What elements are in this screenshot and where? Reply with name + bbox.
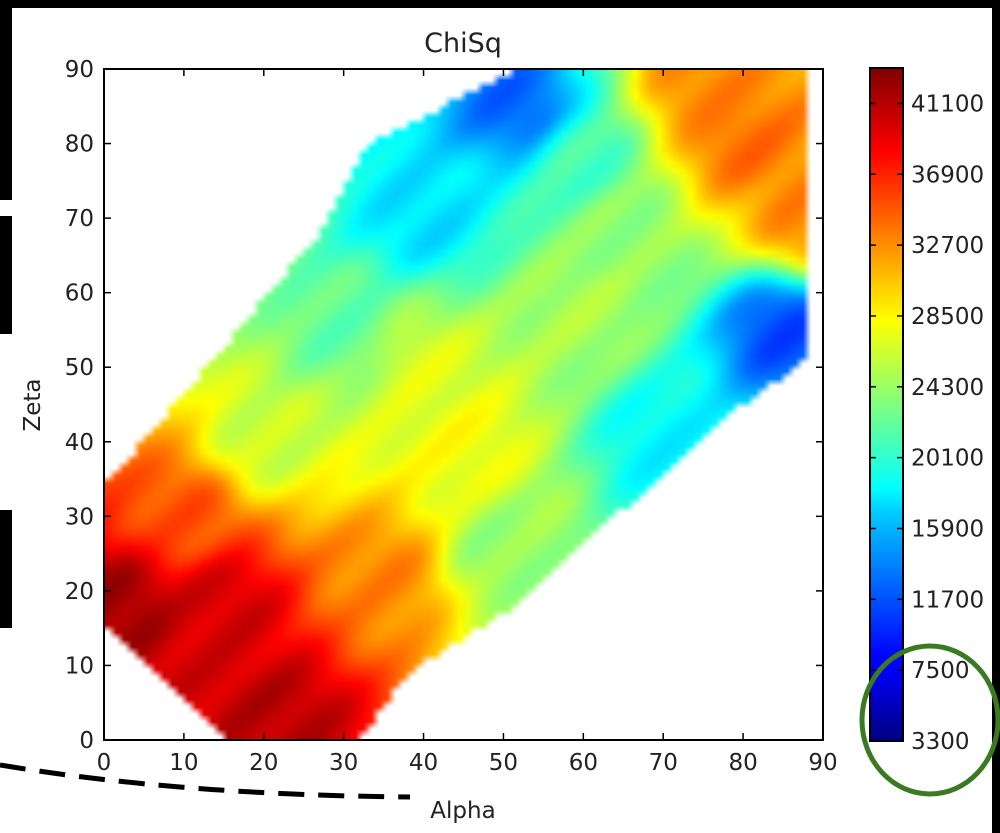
colorbar-tick-label: 11700 xyxy=(911,587,984,613)
x-tick-label: 80 xyxy=(728,750,757,776)
x-tick-label: 20 xyxy=(249,750,278,776)
x-tick-label: 90 xyxy=(808,750,837,776)
frame-border-top xyxy=(0,0,1000,8)
x-axis-ticks: 0 10 20 30 40 50 60 70 80 90 xyxy=(97,69,838,776)
y-tick-label: 80 xyxy=(65,132,94,158)
x-tick-label: 10 xyxy=(169,750,198,776)
colorbar-tick-label: 20100 xyxy=(911,446,984,472)
y-tick-label: 20 xyxy=(65,579,94,605)
colorbar-ticks: 3300 7500 11700 15900 20100 24300 28500 32700 36… xyxy=(870,91,984,755)
y-axis-label: Zeta xyxy=(20,378,46,431)
colorbar xyxy=(869,67,904,742)
x-tick-label: 0 xyxy=(97,750,112,776)
chart-title: ChiSq xyxy=(424,28,502,59)
frame-bracket-3 xyxy=(0,510,12,628)
y-tick-label: 90 xyxy=(65,57,94,83)
frame-bracket-2 xyxy=(0,216,12,334)
y-tick-label: 40 xyxy=(65,430,94,456)
colorbar-tick-label: 7500 xyxy=(911,658,970,684)
frame-bracket-1-inner xyxy=(0,0,5,200)
dashed-arc xyxy=(0,762,411,800)
colorbar-tick-label: 32700 xyxy=(911,233,984,259)
y-tick-label: 70 xyxy=(65,206,94,232)
x-axis-label: Alpha xyxy=(430,798,495,824)
y-tick-label: 50 xyxy=(65,355,94,381)
heatmap-layer xyxy=(104,69,823,740)
x-tick-label: 70 xyxy=(649,750,678,776)
y-tick-label: 10 xyxy=(65,653,94,679)
y-tick-label: 0 xyxy=(79,728,94,754)
colorbar-tick-label: 36900 xyxy=(911,162,984,188)
colorbar-tick-label: 41100 xyxy=(911,91,984,117)
frame-border-right xyxy=(992,0,1000,833)
x-tick-label: 60 xyxy=(569,750,598,776)
y-axis-ticks: 0 10 20 30 40 50 60 70 80 90 xyxy=(65,57,823,754)
y-tick-label: 60 xyxy=(65,281,94,307)
colorbar-tick-label: 28500 xyxy=(911,304,984,330)
colorbar-tick-label: 3300 xyxy=(911,729,970,755)
y-tick-label: 30 xyxy=(65,504,94,530)
colorbar-highlight-circle xyxy=(859,643,1000,797)
x-tick-label: 50 xyxy=(489,750,518,776)
heatmap-image xyxy=(104,69,823,740)
colorbar-tick-label: 24300 xyxy=(911,375,984,401)
x-tick-label: 40 xyxy=(409,750,438,776)
plot-frame xyxy=(103,68,824,741)
colorbar-tick-label: 15900 xyxy=(911,516,984,542)
x-tick-label: 30 xyxy=(329,750,358,776)
